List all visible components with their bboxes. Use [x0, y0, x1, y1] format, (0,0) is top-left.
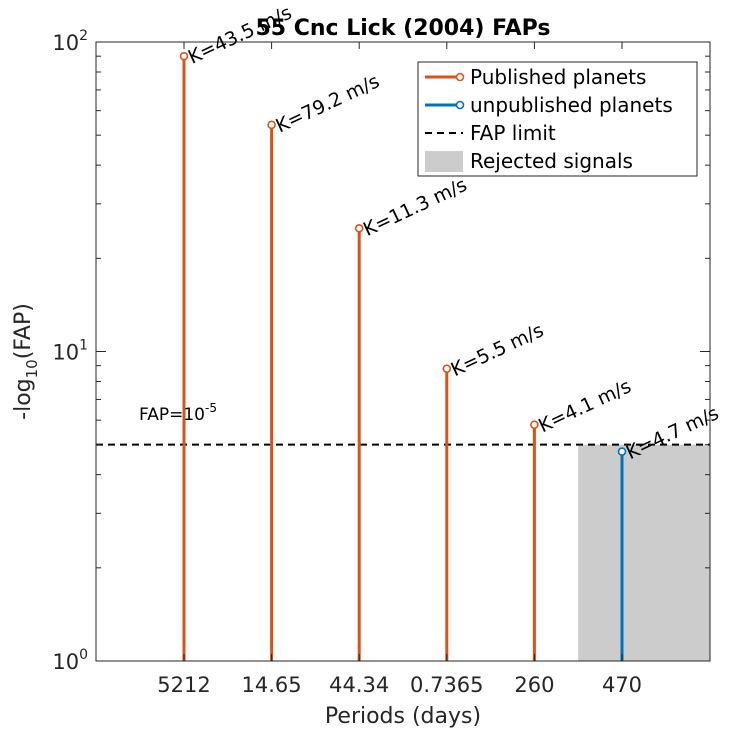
legend-swatch-marker [455, 100, 465, 110]
legend-entry-label: Published planets [470, 65, 646, 89]
stem-marker [442, 364, 452, 373]
chart-title: 55 Cnc Lick (2004) FAPs [255, 16, 550, 41]
x-tick-label: 260 [514, 673, 554, 697]
stem-marker [179, 51, 189, 61]
x-tick-label: 44.34 [329, 673, 389, 697]
x-tick-label: 14.65 [242, 673, 302, 697]
legend-entry-label: unpublished planets [470, 93, 673, 117]
stem-marker [617, 447, 627, 456]
rejected-region [578, 444, 710, 661]
legend-box [417, 61, 698, 177]
stem-marker [267, 120, 276, 130]
k-amplitude-label: K=4.1 m/s [535, 375, 634, 437]
stem-marker [354, 224, 364, 233]
k-amplitude-label: K=11.3 m/s [360, 174, 470, 241]
y-tick-label: 100 [52, 647, 88, 674]
rejected-region-layer [578, 444, 710, 661]
x-tick-label: 5212 [157, 673, 210, 697]
axes-layer: 100 101 102 5212 14.65 44.34 0.7365 260 470 Perio… [11, 16, 711, 729]
legend-swatch-marker [455, 72, 465, 82]
legend-swatch-patch [425, 151, 463, 172]
k-amplitude-label: K=79.2 m/s [272, 70, 382, 137]
y-tick-label: 101 [52, 338, 88, 365]
x-tick-label: 0.7365 [410, 673, 483, 697]
k-amplitude-label: K=5.5 m/s [448, 319, 547, 381]
y-tick-label: 102 [52, 28, 88, 55]
legend: Published planets unpublished planets FAP … [417, 61, 698, 177]
x-axis-label: Periods (days) [325, 704, 481, 729]
fap-limit-label: FAP=10-5 [139, 401, 217, 425]
y-axis-label: -log10(FAP) [11, 303, 41, 420]
stems-layer [179, 51, 627, 661]
legend-entry-label: Rejected signals [470, 149, 633, 173]
x-tick-label: 470 [602, 673, 642, 697]
fap-limit-layer: FAP=10-5 [96, 401, 710, 446]
stem-marker [530, 420, 539, 430]
legend-entry-label: FAP limit [470, 121, 556, 145]
